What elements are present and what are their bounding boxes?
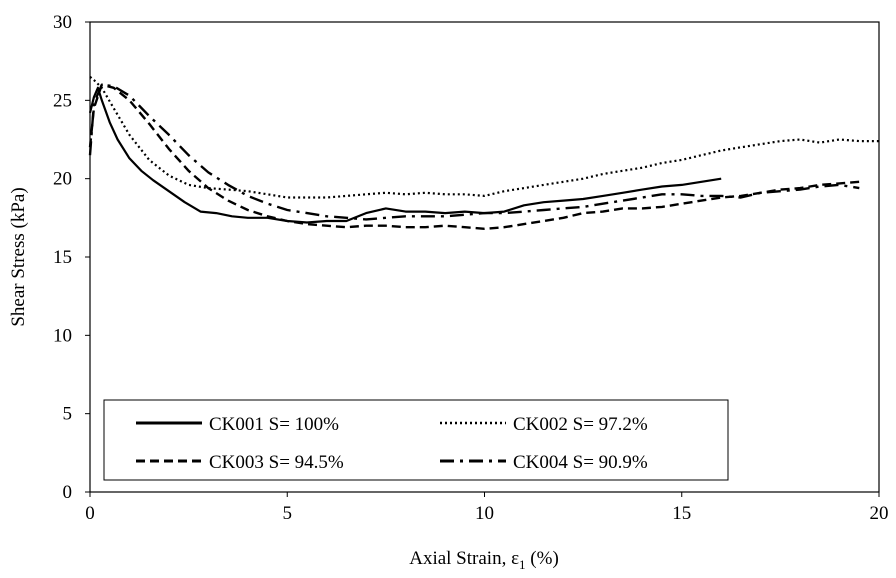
y-axis-ticks: 0 5 10 15 20 25 30 — [53, 12, 90, 503]
x-tick-label: 0 — [85, 503, 95, 524]
legend-label-ck004: CK004 S= 90.9% — [513, 452, 648, 473]
series-layer — [88, 75, 879, 231]
legend-label-ck002: CK002 S= 97.2% — [513, 414, 648, 435]
legend-label-ck001: CK001 S= 100% — [209, 414, 339, 435]
y-tick-label: 30 — [53, 12, 72, 33]
series-line-3 — [88, 83, 860, 231]
legend-label-ck003: CK003 S= 94.5% — [209, 452, 344, 473]
y-tick-label: 0 — [63, 482, 73, 503]
x-axis-label-unit: (%) — [526, 548, 559, 569]
x-axis-label: Axial Strain, ε1 (%) — [409, 548, 559, 572]
x-tick-label: 5 — [283, 503, 293, 524]
x-tick-label: 10 — [475, 503, 494, 524]
series-line-1 — [88, 86, 722, 224]
y-tick-label: 20 — [53, 169, 72, 190]
x-tick-label: 20 — [870, 503, 889, 524]
x-axis-label-subscript: 1 — [519, 557, 526, 572]
legend: CK001 S= 100% CK002 S= 97.2% CK003 S= 94… — [103, 399, 729, 481]
legend-box — [103, 399, 729, 481]
y-tick-label: 25 — [53, 90, 72, 111]
x-tick-label: 15 — [672, 503, 691, 524]
y-tick-label: 15 — [53, 247, 72, 268]
x-axis-ticks: 0 5 10 15 20 — [85, 492, 889, 524]
x-axis-label-main: Axial Strain, ε — [409, 548, 519, 569]
series-line-4 — [88, 83, 860, 221]
y-tick-label: 5 — [63, 404, 73, 425]
y-axis-label: Shear Stress (kPa) — [8, 187, 29, 326]
y-tick-label: 10 — [53, 325, 72, 346]
